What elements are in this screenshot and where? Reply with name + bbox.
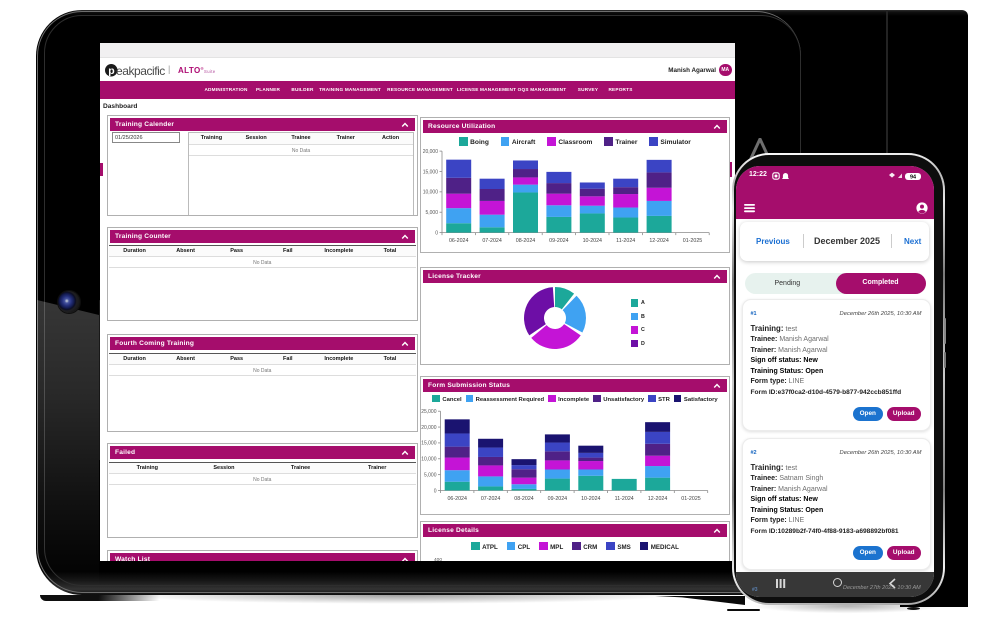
svg-text:10-2024: 10-2024 <box>583 238 602 244</box>
svg-text:5,000: 5,000 <box>424 472 437 478</box>
svg-text:08-2024: 08-2024 <box>514 496 533 502</box>
svg-text:p: p <box>108 65 114 77</box>
svg-text:08-2024: 08-2024 <box>516 238 535 244</box>
svg-text:20,000: 20,000 <box>423 149 439 155</box>
svg-text:15,000: 15,000 <box>421 440 437 446</box>
svg-text:12-2024: 12-2024 <box>648 496 667 502</box>
svg-text:94: 94 <box>910 174 916 180</box>
svg-text:01-2025: 01-2025 <box>683 238 702 244</box>
svg-text:11-2024: 11-2024 <box>616 238 635 244</box>
svg-text:10,000: 10,000 <box>421 456 437 462</box>
svg-text:20,000: 20,000 <box>421 424 437 430</box>
svg-text:11-2024: 11-2024 <box>615 496 634 502</box>
svg-text:07-2024: 07-2024 <box>481 496 500 502</box>
svg-text:06-2024: 06-2024 <box>447 496 466 502</box>
svg-text:12-2024: 12-2024 <box>649 238 668 244</box>
svg-text:10-2024: 10-2024 <box>581 496 600 502</box>
svg-text:07-2024: 07-2024 <box>482 238 501 244</box>
svg-text:06-2024: 06-2024 <box>449 238 468 244</box>
svg-text:10,000: 10,000 <box>423 190 439 196</box>
svg-text:5,000: 5,000 <box>425 210 438 216</box>
svg-text:25,000: 25,000 <box>421 409 437 415</box>
svg-text:0: 0 <box>434 488 437 494</box>
svg-text:0: 0 <box>435 230 438 236</box>
svg-text:09-2024: 09-2024 <box>549 238 568 244</box>
svg-text:09-2024: 09-2024 <box>548 496 567 502</box>
svg-text:01-2025: 01-2025 <box>681 496 700 502</box>
svg-text:15,000: 15,000 <box>423 169 439 175</box>
